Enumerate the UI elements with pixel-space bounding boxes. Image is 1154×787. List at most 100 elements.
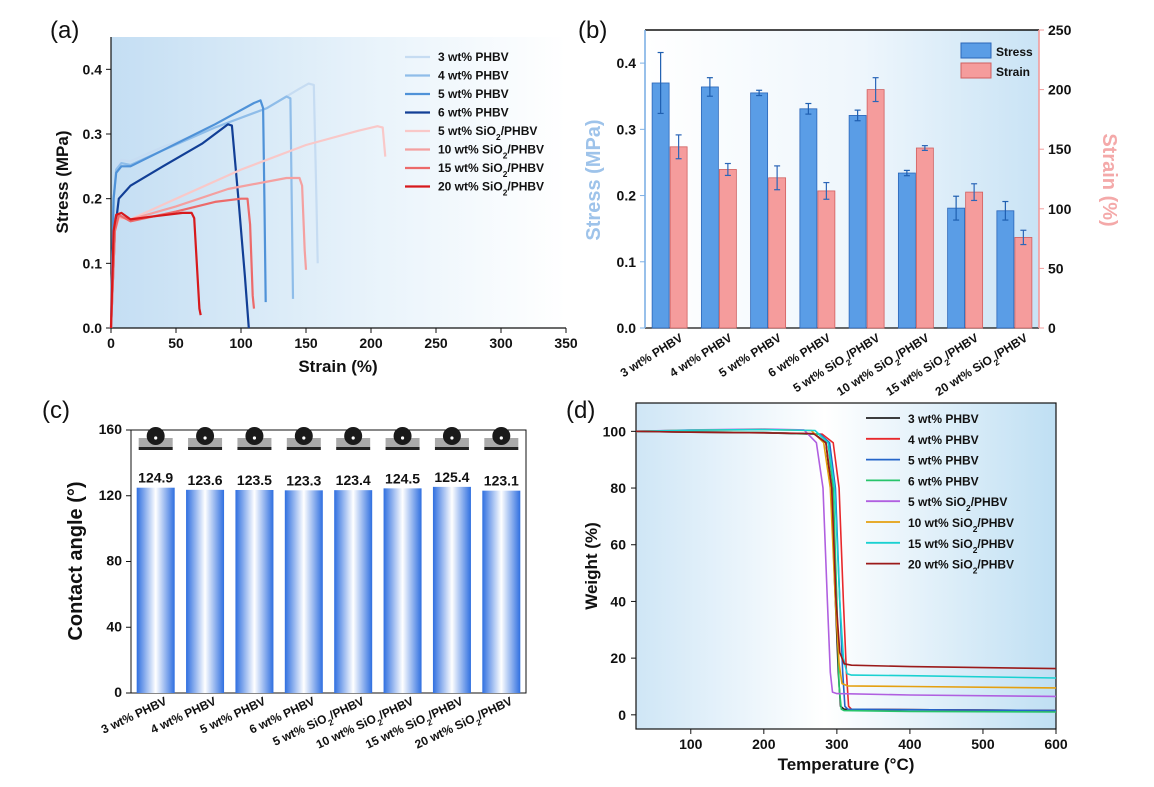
panel-d-xlabel: Temperature (°C) xyxy=(778,755,915,774)
panel-c-bar xyxy=(383,488,422,693)
panel-c-ylabel: Contact angle (°) xyxy=(65,481,87,640)
panel-b-ytick-right-label: 150 xyxy=(1048,141,1072,157)
panel-b-axes: 0.0 0.1 0.2 0.3 0.4 0 50 100 150 200 250 xyxy=(617,22,1072,336)
panel-c-label: (c) xyxy=(42,397,70,424)
panel-b-ylabel-right: Strain (%) xyxy=(1098,133,1120,226)
panel-a-ytick-label: 0.4 xyxy=(83,61,103,77)
panel-c-droplet-icon xyxy=(196,427,215,445)
panel-a-legend: 3 wt% PHBV 4 wt% PHBV 5 wt% PHBV 6 wt% PHBV… xyxy=(405,50,544,198)
panel-d-series-line xyxy=(635,430,1057,670)
panel-d-xtick-label: 400 xyxy=(898,736,922,752)
panel-a-legend-label: 6 wt% PHBV xyxy=(438,106,509,120)
panel-a-legend-label: 5 wt% PHBV xyxy=(438,87,509,101)
panel-b-legend-label-strain: Strain xyxy=(996,65,1030,79)
panel-b-stress-bar xyxy=(700,86,719,329)
panel-b-strain-bar xyxy=(915,147,934,329)
panel-b-strain-bar xyxy=(669,146,688,329)
panel-c-value-label: 123.6 xyxy=(188,472,223,488)
panel-b-strain-bar xyxy=(1014,237,1033,329)
panel-b-label: (b) xyxy=(578,17,607,44)
panel-a-xtick-label: 150 xyxy=(294,335,318,351)
panel-b-ytick-left-label: 0.3 xyxy=(617,121,637,137)
panel-c-axes: 0 40 80 120 160 xyxy=(99,421,131,700)
panel-a-xlabel: Strain (%) xyxy=(298,357,377,376)
panel-d-xtick-label: 100 xyxy=(679,736,703,752)
panel-d-ytick-label: 60 xyxy=(610,537,626,553)
panel-c-droplet-icon xyxy=(393,427,412,445)
panel-a-xtick-label: 0 xyxy=(107,335,115,351)
panel-c-droplet-icon xyxy=(344,427,363,445)
panel-d-axes: 100 200 300 400 500 600 0 20 40 60 80 100 xyxy=(603,402,1068,752)
panel-c-value-label: 123.5 xyxy=(237,472,272,488)
panel-d-xtick-label: 300 xyxy=(825,736,849,752)
panel-d-legend-label: 6 wt% PHBV xyxy=(908,474,979,488)
panel-a-xtick-label: 100 xyxy=(229,335,253,351)
panel-b-legend-swatch-strain xyxy=(960,62,992,79)
panel-c-droplet-icon xyxy=(245,427,264,445)
panel-a-legend-label: 10 wt% SiO2/PHBV xyxy=(438,143,544,161)
panel-b-stress-bar xyxy=(750,92,769,329)
panel-c-droplet-inset xyxy=(385,447,420,450)
panel-b-strain-bar xyxy=(965,191,984,329)
panel-c-droplet-highlight xyxy=(400,436,405,440)
panel-d-ytick-label: 100 xyxy=(603,423,627,439)
panel-a-axes: 0 50 100 150 200 250 300 350 0.0 0.1 0.2 0.3 0.4 xyxy=(83,37,578,351)
panel-c-value-label: 123.1 xyxy=(484,473,519,489)
panel-c-droplet-inset xyxy=(336,447,371,450)
panel-c-value-label: 124.5 xyxy=(385,470,420,486)
panel-c-droplet-highlight xyxy=(154,436,158,440)
panel-d-legend-label: 3 wt% PHBV xyxy=(908,412,979,426)
panel-c-ytick-label: 0 xyxy=(114,684,122,700)
panel-b-ytick-right-label: 50 xyxy=(1048,260,1064,276)
panel-b-strain-bar xyxy=(768,177,787,329)
panel-c-value-label: 124.9 xyxy=(138,470,173,486)
panel-c-bar xyxy=(186,489,225,693)
panel-d-frame xyxy=(635,402,1057,730)
panel-c-ytick-label: 120 xyxy=(99,487,123,503)
panel-c-droplet-highlight xyxy=(450,436,454,440)
panel-c-bar xyxy=(235,489,274,693)
panel-c-value-label: 125.4 xyxy=(434,469,469,485)
panel-a-ytick-label: 0.1 xyxy=(83,255,103,271)
panel-b-ytick-right-label: 100 xyxy=(1048,201,1072,217)
panel-d-ytick-label: 0 xyxy=(618,707,626,723)
panel-b-stress-bar xyxy=(947,207,966,329)
panel-d-legend-label: 10 wt% SiO2/PHBV xyxy=(908,516,1014,534)
panel-d-ytick-label: 80 xyxy=(610,480,626,496)
panel-a-series-line xyxy=(109,99,267,329)
panel-a-legend-label: 3 wt% PHBV xyxy=(438,50,509,64)
panel-a-series-line xyxy=(109,197,256,329)
panel-d-ytick-label: 20 xyxy=(610,650,626,666)
panel-c-droplet-inset xyxy=(237,447,272,450)
panel-b-stress-bar xyxy=(897,172,916,329)
panel-b-strain-bar xyxy=(817,190,836,329)
panel-a-label: (a) xyxy=(50,17,79,44)
panel-c-droplet-inset xyxy=(188,447,223,450)
panel-d-legend: 3 wt% PHBV 4 wt% PHBV 5 wt% PHBV 6 wt% PHBV… xyxy=(866,412,1014,576)
panel-c-bar xyxy=(334,490,373,693)
panel-c-droplet-highlight xyxy=(499,436,503,440)
panel-b-stress-bar xyxy=(651,82,670,329)
panel-a-series-line xyxy=(109,123,250,329)
panel-c-droplet-inset xyxy=(138,447,173,450)
panel-c-droplet-highlight xyxy=(203,436,207,440)
panel-c-bar xyxy=(284,490,323,693)
panel-c-droplet-icon xyxy=(442,427,461,445)
panel-d-series-line xyxy=(635,428,1057,679)
panel-a-xtick-label: 300 xyxy=(489,335,513,351)
panel-c-droplet-highlight xyxy=(302,436,306,440)
panel-c-droplet-highlight xyxy=(252,436,257,440)
panel-d-ytick-label: 40 xyxy=(610,593,626,609)
panel-d-ylabel: Weight (%) xyxy=(582,522,601,610)
panel-c-droplet-inset xyxy=(484,447,519,450)
panel-d-legend-label: 4 wt% PHBV xyxy=(908,433,979,447)
panel-b-stress-bar xyxy=(996,210,1015,329)
panel-b-ytick-right-label: 200 xyxy=(1048,82,1072,98)
panel-a-legend-label: 15 wt% SiO2/PHBV xyxy=(438,161,544,179)
panel-a-legend-label: 4 wt% PHBV xyxy=(438,69,509,83)
panel-c-droplet-inset xyxy=(286,447,321,450)
panel-c-ytick-label: 40 xyxy=(106,618,122,634)
